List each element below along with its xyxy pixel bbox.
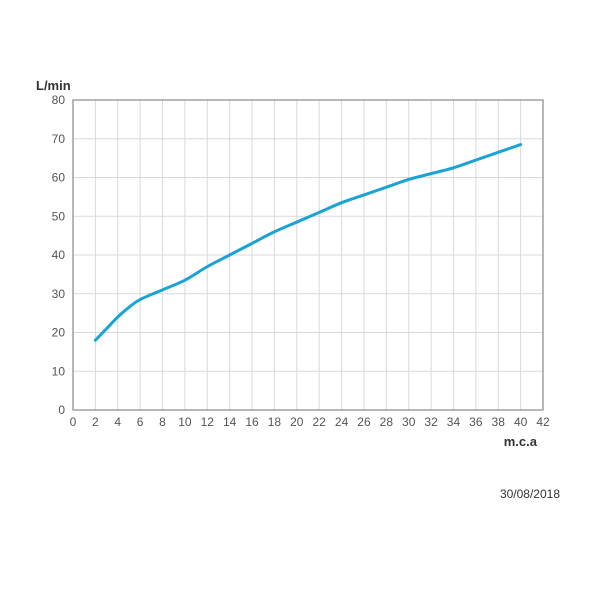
x-tick-label: 12 (201, 415, 215, 429)
chart-container: 0246810121416182022242628303234363840420… (0, 0, 600, 600)
y-tick-label: 60 (52, 171, 66, 185)
x-tick-label: 14 (223, 415, 237, 429)
y-tick-label: 50 (52, 209, 66, 223)
y-axis-label: L/min (36, 78, 71, 93)
x-tick-label: 22 (313, 415, 327, 429)
y-tick-label: 20 (52, 326, 66, 340)
x-tick-label: 32 (424, 415, 438, 429)
y-tick-label: 40 (52, 248, 66, 262)
x-tick-label: 0 (70, 415, 77, 429)
x-tick-label: 18 (268, 415, 282, 429)
x-tick-label: 28 (380, 415, 394, 429)
y-tick-label: 10 (52, 364, 66, 378)
x-tick-label: 6 (137, 415, 144, 429)
line-chart: 0246810121416182022242628303234363840420… (0, 0, 600, 600)
x-tick-label: 40 (514, 415, 528, 429)
x-tick-label: 4 (114, 415, 121, 429)
x-tick-label: 10 (178, 415, 192, 429)
x-tick-label: 2 (92, 415, 99, 429)
x-tick-label: 20 (290, 415, 304, 429)
y-tick-label: 70 (52, 132, 66, 146)
x-tick-label: 42 (536, 415, 550, 429)
x-tick-label: 34 (447, 415, 461, 429)
x-tick-label: 36 (469, 415, 483, 429)
x-tick-label: 26 (357, 415, 371, 429)
chart-bg (0, 0, 600, 600)
x-tick-label: 8 (159, 415, 166, 429)
x-tick-label: 30 (402, 415, 416, 429)
x-tick-label: 16 (245, 415, 259, 429)
footer-date: 30/08/2018 (500, 487, 560, 501)
x-tick-label: 38 (492, 415, 506, 429)
x-tick-label: 24 (335, 415, 349, 429)
y-tick-label: 0 (58, 403, 65, 417)
y-tick-label: 80 (52, 93, 66, 107)
x-axis-label: m.c.a (504, 434, 538, 449)
y-tick-label: 30 (52, 287, 66, 301)
